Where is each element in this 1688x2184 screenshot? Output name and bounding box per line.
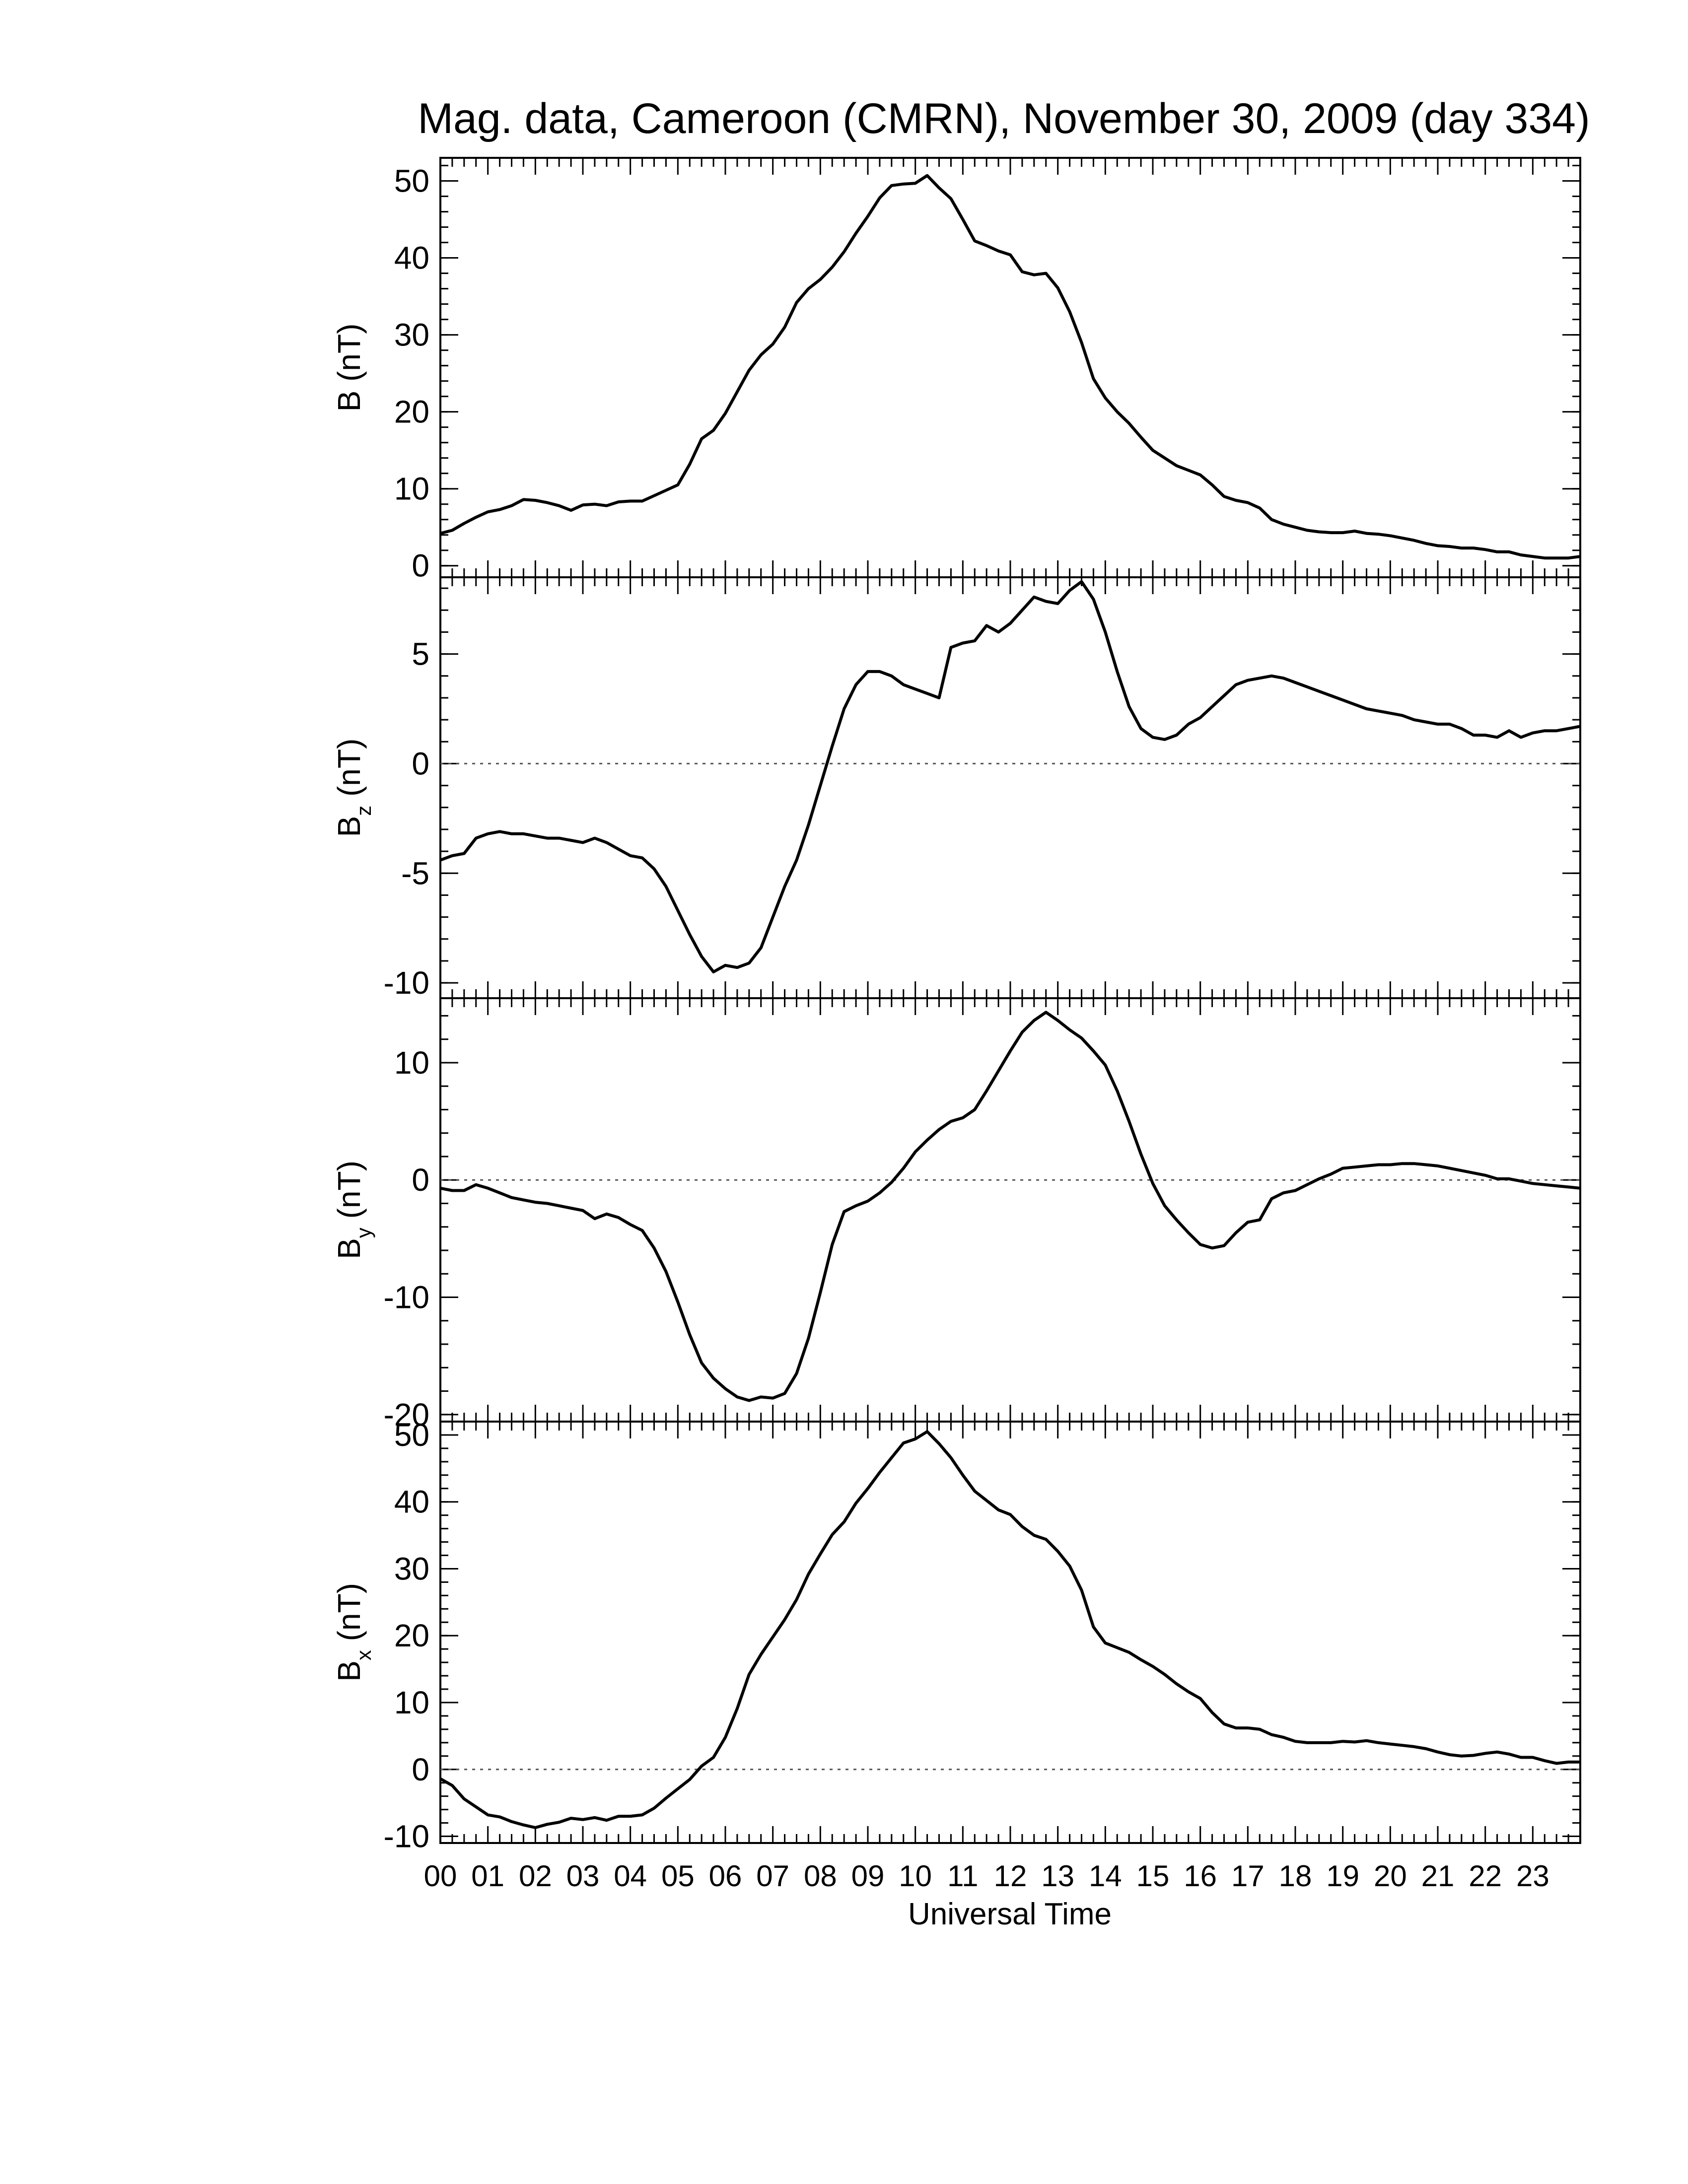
y-axis-label-main: B — [331, 1660, 367, 1682]
y-axis-label-main: B — [331, 1238, 367, 1259]
y-axis-label-unit: (nT) — [331, 1160, 367, 1228]
time-tick-label: 05 — [661, 1859, 695, 1893]
y-tick-label: 0 — [412, 548, 429, 584]
time-tick-label: 08 — [804, 1859, 837, 1893]
y-tick-label: -10 — [384, 1819, 430, 1854]
time-tick-label: 14 — [1089, 1859, 1122, 1893]
time-tick-label: 12 — [994, 1859, 1027, 1893]
y-tick-label: 40 — [394, 240, 429, 276]
y-axis-label-main: B — [331, 391, 367, 412]
time-tick-label: 15 — [1136, 1859, 1170, 1893]
time-tick-label: 09 — [851, 1859, 885, 1893]
y-tick-label: 50 — [394, 163, 429, 199]
y-tick-label: -20 — [384, 1397, 430, 1433]
time-tick-label: 03 — [566, 1859, 600, 1893]
time-tick-label: 22 — [1469, 1859, 1502, 1893]
y-tick-label: -10 — [384, 1280, 430, 1315]
y-tick-label: -10 — [384, 965, 430, 1001]
y-axis-label: Bx (nT) — [331, 1583, 375, 1682]
y-tick-label: 20 — [394, 1618, 429, 1653]
x-axis-label: Universal Time — [908, 1897, 1112, 1931]
y-tick-label: 20 — [394, 394, 429, 430]
y-axis-label: By (nT) — [331, 1160, 375, 1259]
time-tick-label: 20 — [1374, 1859, 1407, 1893]
y-tick-label: 0 — [412, 1752, 429, 1787]
y-axis-label-subscript: y — [352, 1228, 375, 1238]
y-tick-label: 40 — [394, 1484, 429, 1520]
time-tick-label: 07 — [756, 1859, 789, 1893]
y-axis-label-subscript: x — [352, 1650, 375, 1660]
time-axis: 00 01 02 03 04 05 06 07 08 09 10 11 12 13 14 15 16 17 18 19… — [424, 1859, 1549, 1893]
series-line-B — [440, 174, 1581, 560]
y-tick-label: 0 — [412, 746, 429, 781]
time-tick-label: 17 — [1231, 1859, 1265, 1893]
time-tick-label: 01 — [471, 1859, 504, 1893]
time-tick-label: 19 — [1326, 1859, 1359, 1893]
y-tick-label: 10 — [394, 1045, 429, 1081]
time-tick-label: 13 — [1041, 1859, 1074, 1893]
time-tick-label: 00 — [424, 1859, 457, 1893]
time-tick-label: 21 — [1421, 1859, 1455, 1893]
y-tick-label: 0 — [412, 1162, 429, 1198]
series-line-Bx — [439, 1430, 1580, 1829]
time-tick-label: 02 — [519, 1859, 552, 1893]
y-axis-label-unit: (nT) — [331, 1583, 367, 1650]
y-tick-label: 5 — [412, 636, 429, 672]
y-tick-label: 50 — [394, 1417, 429, 1453]
y-tick-label: 30 — [394, 1551, 429, 1586]
y-axis-label-main: B — [331, 816, 367, 837]
y-axis-label-subscript: z — [352, 806, 375, 816]
time-tick-label: 04 — [614, 1859, 647, 1893]
y-tick-label: 10 — [394, 1685, 429, 1720]
time-tick-label: 06 — [709, 1859, 742, 1893]
series-line-By — [440, 1011, 1581, 1402]
panel-Bx: -10 0 10 20 30 40 50 Bx (nT) — [331, 1417, 1581, 1854]
time-tick-label: 11 — [947, 1859, 978, 1893]
y-axis-label-unit: (nT) — [331, 739, 367, 806]
time-tick-label: 23 — [1516, 1859, 1549, 1893]
time-tick-label: 16 — [1184, 1859, 1217, 1893]
y-tick-label: -5 — [401, 855, 429, 891]
y-axis-label: B (nT) — [331, 324, 367, 412]
y-axis-label: Bz (nT) — [331, 739, 375, 837]
panels: 0 10 20 30 40 50 B (nT) -10 -5 0 5 Bz (nT) -20 -10 0 10… — [331, 157, 1581, 1854]
time-tick-label: 10 — [899, 1859, 932, 1893]
time-tick-label: 18 — [1279, 1859, 1312, 1893]
y-tick-label: 10 — [394, 471, 429, 507]
figure-title: Mag. data, Cameroon (CMRN), November 30,… — [418, 95, 1590, 142]
y-tick-label: 30 — [394, 317, 429, 353]
y-axis-label-unit: (nT) — [331, 324, 367, 391]
series-line-Bz — [439, 580, 1581, 973]
